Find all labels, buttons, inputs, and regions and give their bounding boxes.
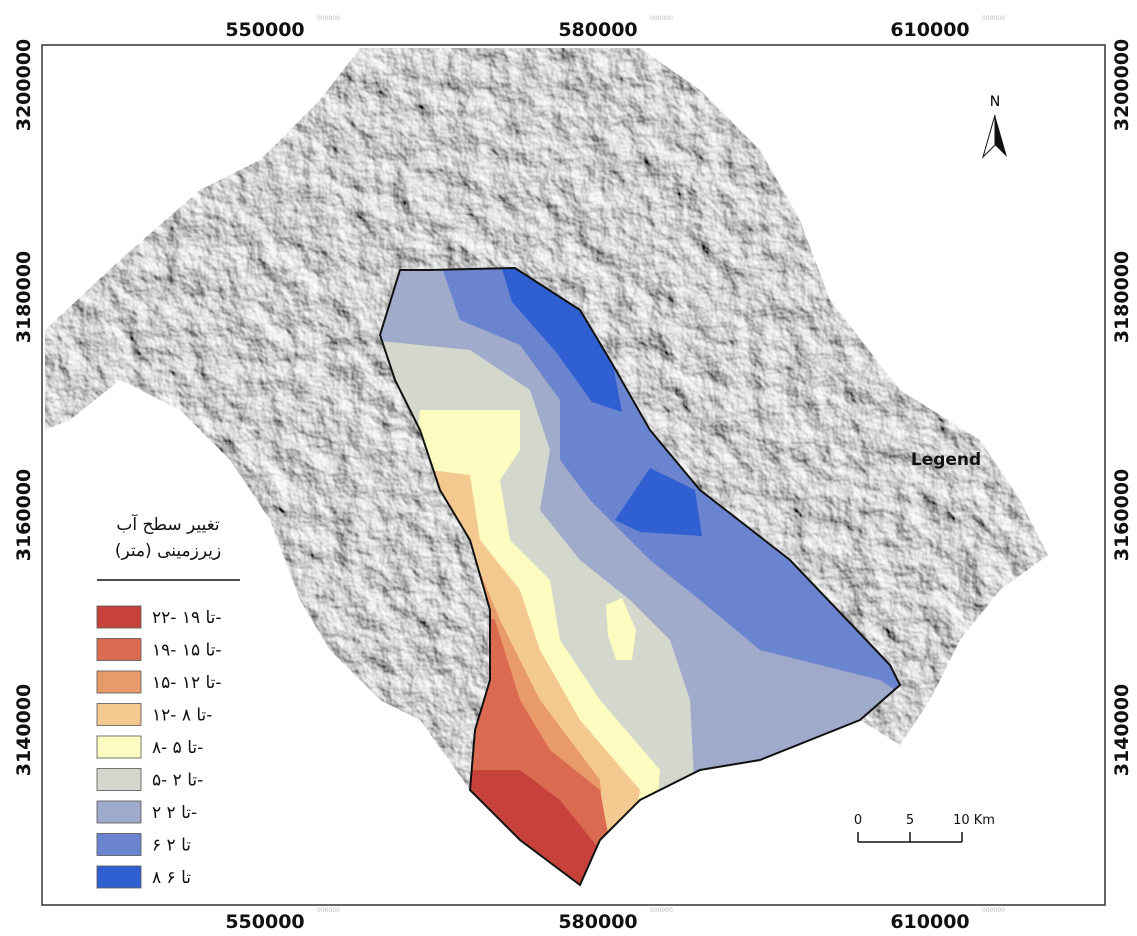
faint-label: 000000	[982, 907, 1005, 914]
x-coord-label: 550000	[225, 911, 304, 933]
legend-label: ۲ تا ۲-	[152, 803, 197, 823]
scale-bar	[857, 832, 963, 843]
legend-swatch	[96, 800, 142, 824]
faint-label: 000000	[650, 15, 673, 22]
y-coord-label: 3180000	[13, 251, 35, 344]
legend-label: ۱۵- تا ۱۲-	[152, 673, 222, 693]
y-coord-label: 3160000	[13, 469, 35, 562]
legend-swatch	[96, 768, 142, 791]
x-coord-label: 550000	[225, 19, 304, 41]
legend-swatch	[96, 638, 142, 661]
faint-label: 000000	[317, 907, 340, 914]
x-coord-label: 580000	[558, 19, 637, 41]
study-boundary	[378, 266, 902, 887]
legend-label: ۱۹- تا ۱۵-	[152, 641, 222, 661]
legend-label: ۸ تا ۶	[152, 868, 191, 888]
y-coord-label: 3160000	[1111, 469, 1133, 562]
north-label: N	[990, 94, 1000, 110]
legend-swatch	[96, 703, 142, 726]
scale-label: 10 Km	[953, 813, 995, 828]
legend-label: ۸- تا ۵-	[152, 738, 203, 758]
legend-swatch	[96, 833, 142, 856]
scale-label: 0	[854, 813, 862, 828]
legend-title: زیرزمینی (متر)	[115, 541, 221, 561]
faint-label: 000000	[650, 907, 673, 914]
faint-label: 000000	[317, 15, 340, 22]
x-coord-label: 580000	[558, 911, 637, 933]
scale-label: 5	[906, 813, 914, 828]
x-coord-label: 610000	[890, 19, 969, 41]
legend-label: ۱۲- تا ۸-	[152, 706, 212, 726]
legend-label: ۶ تا ۲	[152, 836, 191, 856]
y-coord-label: 3140000	[13, 684, 35, 777]
x-coord-label: 610000	[890, 911, 969, 933]
north-arrow: N	[981, 94, 1007, 159]
y-coord-label: 3140000	[1111, 684, 1133, 777]
legend-swatch	[96, 605, 142, 629]
y-coord-label: 3200000	[13, 39, 35, 132]
legend-swatch	[96, 670, 142, 694]
y-coord-label: 3180000	[1111, 251, 1133, 344]
legend-title: تغییر سطح آب	[116, 513, 220, 535]
faint-label: 000000	[982, 15, 1005, 22]
y-coord-label: 3200000	[1111, 39, 1133, 132]
legend-label: ۵- تا ۲-	[152, 771, 203, 791]
legend-swatch	[96, 865, 142, 889]
legend-label: ۲۲- تا ۱۹-	[152, 608, 222, 628]
legend-swatch	[96, 735, 142, 759]
legend-word: Legend	[911, 450, 981, 470]
